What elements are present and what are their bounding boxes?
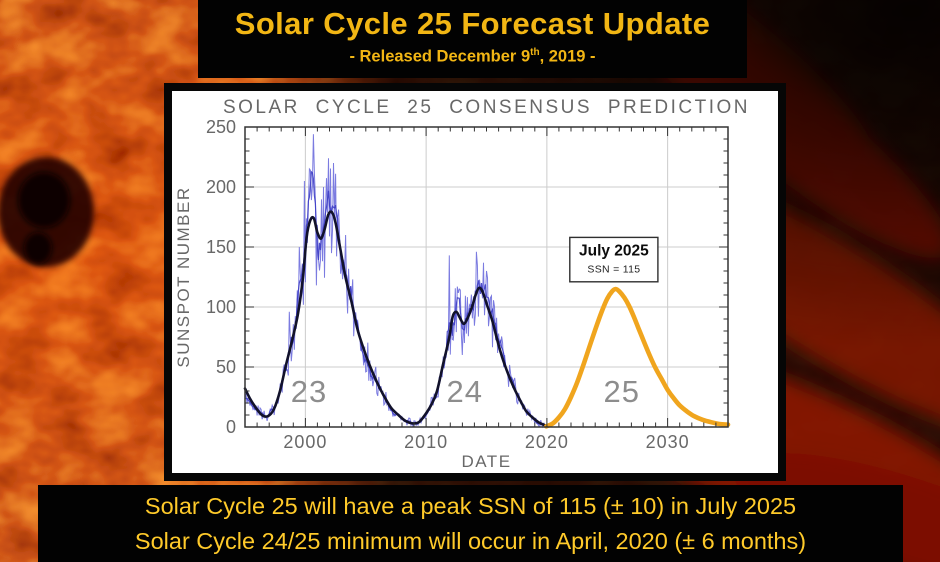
peak-annotation-title: July 2025 [579,242,649,259]
x-tick-label: 2020 [525,432,569,452]
summary-line-1: Solar Cycle 25 will have a peak SSN of 1… [144,493,797,520]
peak-annotation-value: SSN = 115 [587,263,640,275]
chart-title: SOLAR CYCLE 25 CONSENSUS PREDICTION [223,97,750,118]
x-tick-label: 2030 [646,432,690,452]
cycle-24-label: 24 [447,374,483,409]
sunspot [0,157,94,267]
x-axis-title: DATE [461,452,511,471]
x-tick-label: 2010 [404,432,448,452]
y-tick-label: 50 [216,357,236,377]
slide-title: Solar Cycle 25 Forecast Update [234,6,711,41]
y-tick-label: 200 [206,177,236,197]
cycle-25-label: 25 [603,374,639,409]
summary-banner: Solar Cycle 25 will have a peak SSN of 1… [38,485,903,562]
x-tick-label: 2000 [283,432,327,452]
y-tick-label: 0 [226,417,236,437]
peak-annotation-box [569,236,659,283]
summary-line-2: Solar Cycle 24/25 minimum will occur in … [134,527,807,554]
cycle-25-prediction-line [544,286,731,429]
y-axis-title: SUNSPOT NUMBER [174,186,193,367]
subtitle-text: - Released December 9 [349,47,531,66]
cycle-23-label: 23 [291,374,327,409]
title-banner: Solar Cycle 25 Forecast Update - Release… [198,0,747,78]
slide-subtitle: - Released December 9th, 2019 - [198,43,747,67]
subtitle-text-end: , 2019 - [539,47,596,66]
y-tick-label: 250 [206,117,236,137]
subtitle-ordinal: th [530,47,540,58]
y-tick-label: 150 [206,237,236,257]
chart-panel: SOLAR CYCLE 25 CONSENSUS PREDICTION 2000 2… [164,83,786,481]
axis-ticks [245,127,728,427]
y-tick-label: 100 [206,297,236,317]
observed-smoothed-line [243,210,548,428]
